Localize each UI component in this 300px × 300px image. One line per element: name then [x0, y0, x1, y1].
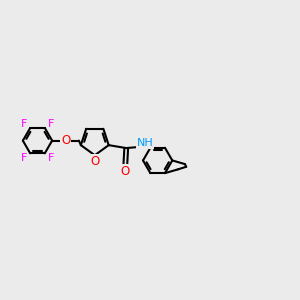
Text: NH: NH: [137, 138, 154, 148]
Text: O: O: [121, 165, 130, 178]
Text: F: F: [20, 119, 27, 129]
Text: O: O: [90, 155, 99, 168]
Text: F: F: [48, 152, 55, 163]
Text: F: F: [20, 152, 27, 163]
Text: F: F: [48, 119, 55, 129]
Text: O: O: [61, 134, 70, 147]
